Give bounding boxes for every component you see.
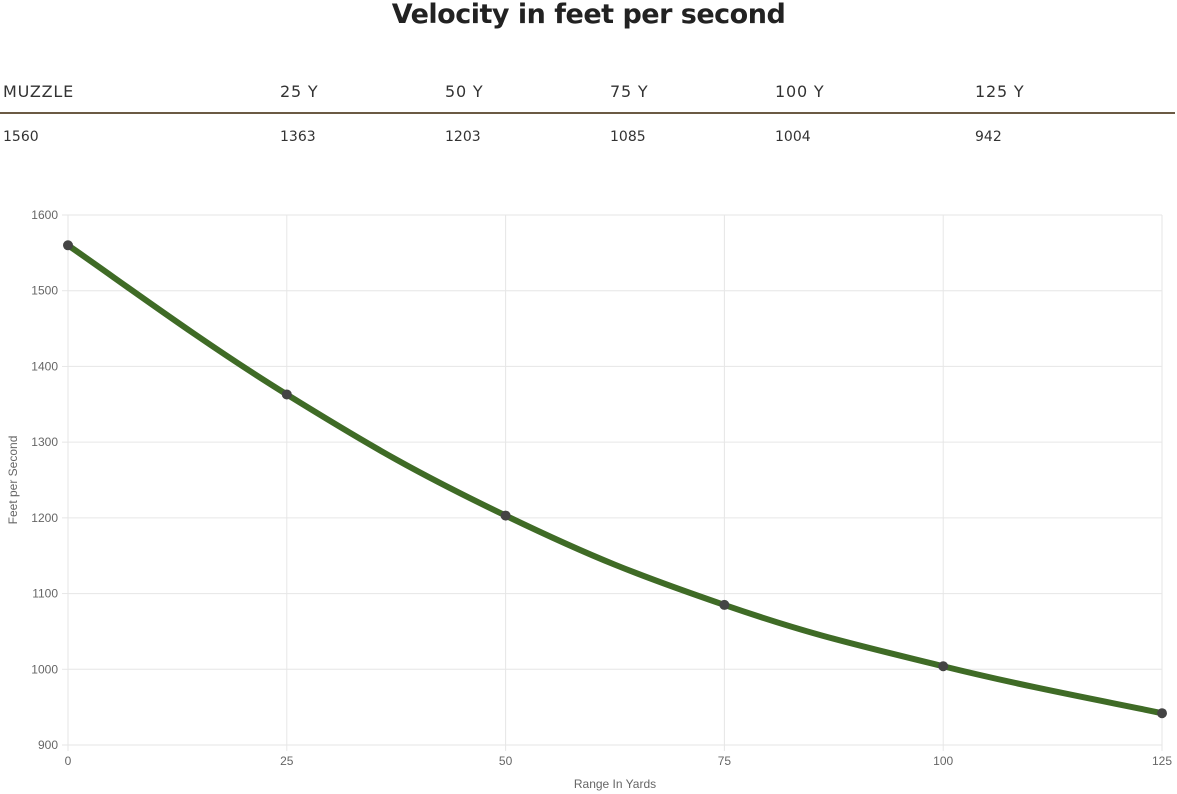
header-muzzle: MUZZLE	[3, 82, 74, 101]
value-100y: 1004	[775, 129, 811, 145]
data-point	[938, 661, 949, 672]
y-tick-label: 1100	[32, 587, 58, 601]
header-125y: 125 Y	[975, 82, 1025, 101]
series-points	[63, 240, 1167, 719]
value-25y: 1363	[280, 129, 316, 145]
velocity-table-header: MUZZLE 25 Y 50 Y 75 Y 100 Y 125 Y	[0, 78, 1175, 114]
header-25y: 25 Y	[280, 82, 319, 101]
chart-grid	[62, 214, 1163, 751]
y-tick-label: 900	[38, 738, 58, 752]
x-tick-label: 0	[65, 754, 72, 768]
y-tick-label: 1400	[31, 359, 58, 373]
header-75y: 75 Y	[610, 82, 649, 101]
velocity-chart: 900 1000 1100 1200 1300 1400 1500 1600 0 25 50 75 10…	[6, 208, 1172, 791]
data-point	[1157, 708, 1167, 719]
header-100y: 100 Y	[775, 82, 825, 101]
x-tick-label: 125	[1152, 754, 1172, 768]
y-tick-label: 1000	[31, 662, 58, 676]
x-tick-label: 100	[933, 754, 953, 768]
chart-ticks: 900 1000 1100 1200 1300 1400 1500 1600 0 25 50 75 10…	[31, 208, 1172, 768]
series-line	[65, 242, 1165, 717]
data-point	[281, 389, 292, 400]
x-tick-label: 25	[280, 754, 294, 768]
y-tick-label: 1500	[31, 284, 58, 298]
value-125y: 942	[975, 129, 1002, 145]
x-tick-label: 75	[718, 754, 732, 768]
page-title: Velocity in feet per second	[391, 0, 786, 30]
y-axis-label: Feet per Second	[6, 436, 20, 525]
x-tick-label: 50	[499, 754, 513, 768]
velocity-table: MUZZLE 25 Y 50 Y 75 Y 100 Y 125 Y 1560 1…	[0, 78, 1175, 158]
data-point	[719, 599, 730, 610]
y-tick-label: 1300	[31, 435, 58, 449]
value-75y: 1085	[610, 129, 646, 145]
header-50y: 50 Y	[445, 82, 484, 101]
y-tick-label: 1200	[31, 511, 58, 525]
data-point	[500, 510, 511, 521]
data-point	[63, 240, 73, 251]
y-tick-label: 1600	[31, 208, 58, 222]
value-muzzle: 1560	[3, 129, 39, 145]
value-50y: 1203	[445, 129, 481, 145]
velocity-table-row: 1560 1363 1203 1085 1004 942	[0, 114, 1175, 158]
x-axis-label: Range In Yards	[574, 777, 656, 791]
